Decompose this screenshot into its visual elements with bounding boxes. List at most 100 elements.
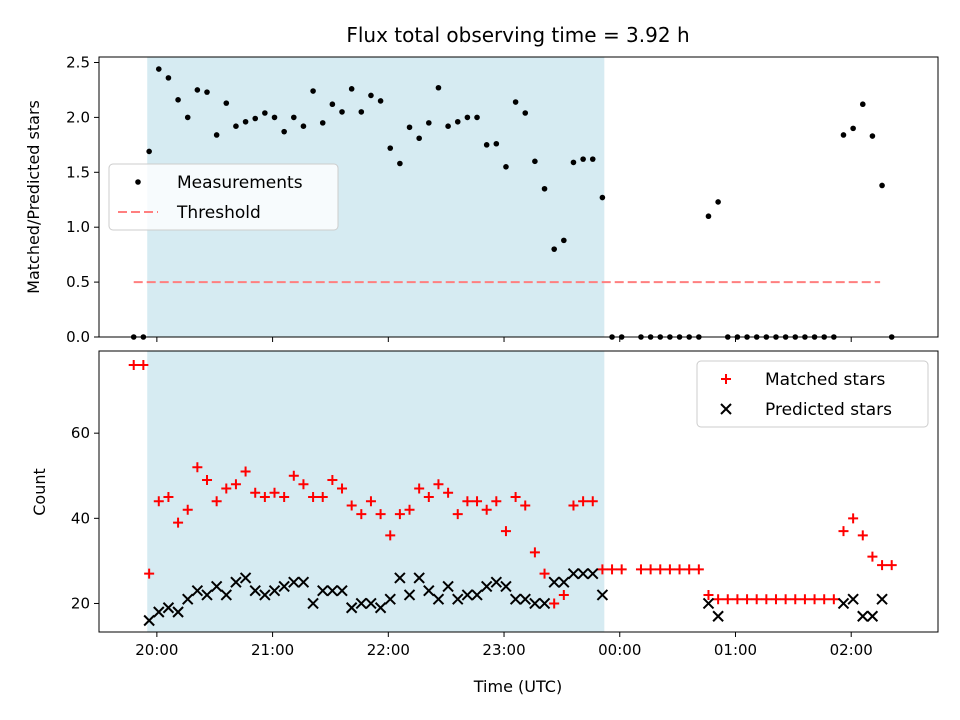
data-point — [567, 567, 580, 580]
data-point — [857, 610, 869, 622]
data-point — [384, 593, 396, 605]
data-point — [684, 564, 695, 575]
data-point — [500, 526, 511, 537]
data-point — [596, 589, 609, 601]
data-point — [326, 584, 339, 597]
data-point — [423, 492, 434, 503]
data-point — [182, 593, 194, 605]
data-point — [240, 466, 251, 477]
legend-label: Measurements — [177, 173, 303, 193]
data-point — [271, 114, 278, 121]
data-point — [491, 496, 502, 507]
data-point — [549, 598, 560, 609]
data-point — [799, 594, 810, 605]
data-point — [493, 140, 500, 147]
data-point — [242, 118, 249, 125]
data-point — [211, 496, 222, 507]
data-point — [201, 589, 213, 601]
data-point — [423, 584, 435, 597]
data-point — [471, 589, 483, 601]
data-point — [394, 572, 406, 584]
data-point — [329, 101, 336, 108]
legend-label: Matched stars — [765, 370, 885, 390]
data-point — [722, 594, 733, 605]
legend-box — [696, 360, 929, 428]
data-point — [522, 110, 529, 116]
y-tick-label: 1.5 — [66, 163, 90, 181]
data-point — [551, 246, 557, 252]
data-point — [481, 504, 492, 515]
data-point — [162, 602, 175, 614]
data-point — [268, 584, 281, 597]
data-point — [252, 115, 259, 122]
data-point — [838, 526, 849, 537]
data-point — [857, 530, 868, 541]
plot-area: 0.0 0.5 1.0 1.5 2.0 2.5 Measurements Threshold 2… — [66, 53, 939, 659]
data-point — [877, 560, 888, 571]
y-tick-label: 2.0 — [66, 108, 90, 126]
data-point — [262, 110, 268, 116]
data-point — [503, 164, 509, 170]
y-tick-label: 1.0 — [66, 218, 90, 236]
data-point — [432, 593, 445, 605]
data-point — [577, 567, 589, 580]
data-point — [435, 84, 442, 91]
data-point — [693, 564, 704, 575]
x-axis-label: Time (UTC) — [473, 677, 562, 696]
data-point — [269, 487, 280, 498]
data-point — [529, 597, 541, 610]
data-point — [155, 66, 162, 72]
data-point — [368, 92, 374, 99]
x-tick-label: 21:00 — [251, 641, 294, 659]
legend: Matched stars Predicted stars — [696, 360, 929, 428]
data-point — [278, 580, 290, 593]
y-tick-label: 60 — [71, 424, 90, 442]
legend-box — [108, 163, 339, 231]
data-point — [233, 123, 239, 129]
data-point — [146, 148, 152, 155]
legend-label: Predicted stars — [765, 400, 892, 420]
data-point — [128, 360, 139, 371]
data-point — [239, 572, 252, 584]
data-point — [443, 487, 454, 498]
data-point — [847, 593, 859, 605]
x-tick-label: 01:00 — [714, 641, 757, 659]
data-point — [192, 462, 203, 473]
data-point — [374, 602, 387, 614]
data-point — [307, 597, 319, 610]
data-point — [532, 158, 538, 165]
data-point — [715, 199, 721, 205]
series-matched-stars — [128, 360, 897, 609]
data-point — [213, 132, 220, 138]
data-point — [355, 597, 368, 610]
data-point — [345, 602, 358, 614]
data-point — [230, 479, 241, 490]
data-point — [587, 567, 599, 580]
data-point — [520, 500, 531, 511]
legend-label: Threshold — [176, 203, 261, 223]
data-point — [172, 606, 184, 618]
data-point — [879, 182, 885, 189]
data-point — [308, 492, 319, 503]
data-point — [674, 564, 685, 575]
data-point — [541, 185, 548, 192]
data-point — [539, 568, 550, 579]
data-point — [194, 87, 201, 93]
data-point — [483, 142, 490, 148]
data-point — [635, 564, 646, 575]
data-point — [445, 123, 451, 129]
data-point — [317, 492, 328, 503]
data-point — [291, 114, 297, 121]
data-point — [819, 594, 830, 605]
data-point — [297, 576, 310, 588]
legend-marker — [720, 403, 732, 415]
data-point — [138, 360, 149, 371]
data-point — [182, 504, 193, 515]
data-point — [713, 594, 724, 605]
data-point — [202, 475, 213, 486]
y-tick-label: 0.0 — [66, 328, 90, 346]
top-y-axis-label: Matched/Predicted stars — [24, 100, 43, 294]
data-point — [558, 589, 569, 600]
data-point — [204, 89, 210, 95]
data-point — [454, 118, 461, 125]
